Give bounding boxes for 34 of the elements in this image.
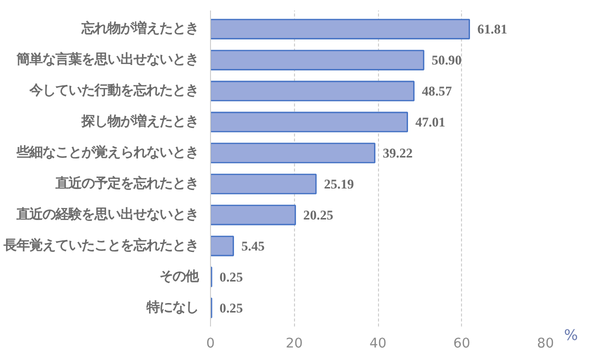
y-tick-label: その他 (160, 269, 200, 284)
data-label: 61.81 (477, 22, 508, 37)
data-label: 5.45 (241, 238, 265, 254)
bar (210, 18, 470, 40)
x-tick-label: 0 (206, 336, 215, 350)
x-tick-label: 40 (370, 336, 386, 350)
y-tick-label: 直近の予定を忘れたとき (54, 175, 198, 192)
data-label: 48.57 (422, 84, 452, 99)
bar (210, 204, 296, 226)
bar (210, 50, 424, 70)
data-label: 0.25 (220, 300, 244, 316)
bar (210, 80, 415, 102)
data-label: 50.90 (432, 52, 462, 68)
data-label: 47.01 (415, 114, 446, 130)
y-tick-label: 直近の経験を思い出せないとき (16, 206, 198, 222)
bar (210, 142, 376, 164)
y-tick-label: 今していた行動を忘れたとき (28, 82, 198, 99)
data-label: 20.25 (303, 207, 334, 222)
y-tick-label: 特になし (146, 300, 198, 316)
data-label: 0.25 (220, 269, 244, 284)
y-tick-label: 簡単な言葉を思い出せないとき (16, 52, 198, 68)
x-tick-label: 60 (453, 336, 470, 350)
y-tick-label: 些細なことが覚えられないとき (16, 144, 198, 161)
x-tick-label: 80 (537, 336, 554, 350)
y-tick-label: 忘れ物が増えたとき (80, 20, 198, 37)
x-axis-title: % (564, 326, 578, 346)
y-tick-label: 探し物が増えたとき (80, 114, 198, 130)
data-label: 39.22 (382, 146, 414, 161)
data-label: 25.19 (324, 176, 354, 192)
bar (210, 236, 234, 256)
bar (210, 112, 408, 132)
bar (210, 174, 317, 194)
y-tick-label: 長年覚えていたことを忘れたとき (2, 237, 198, 254)
x-tick-label: 20 (286, 336, 303, 350)
